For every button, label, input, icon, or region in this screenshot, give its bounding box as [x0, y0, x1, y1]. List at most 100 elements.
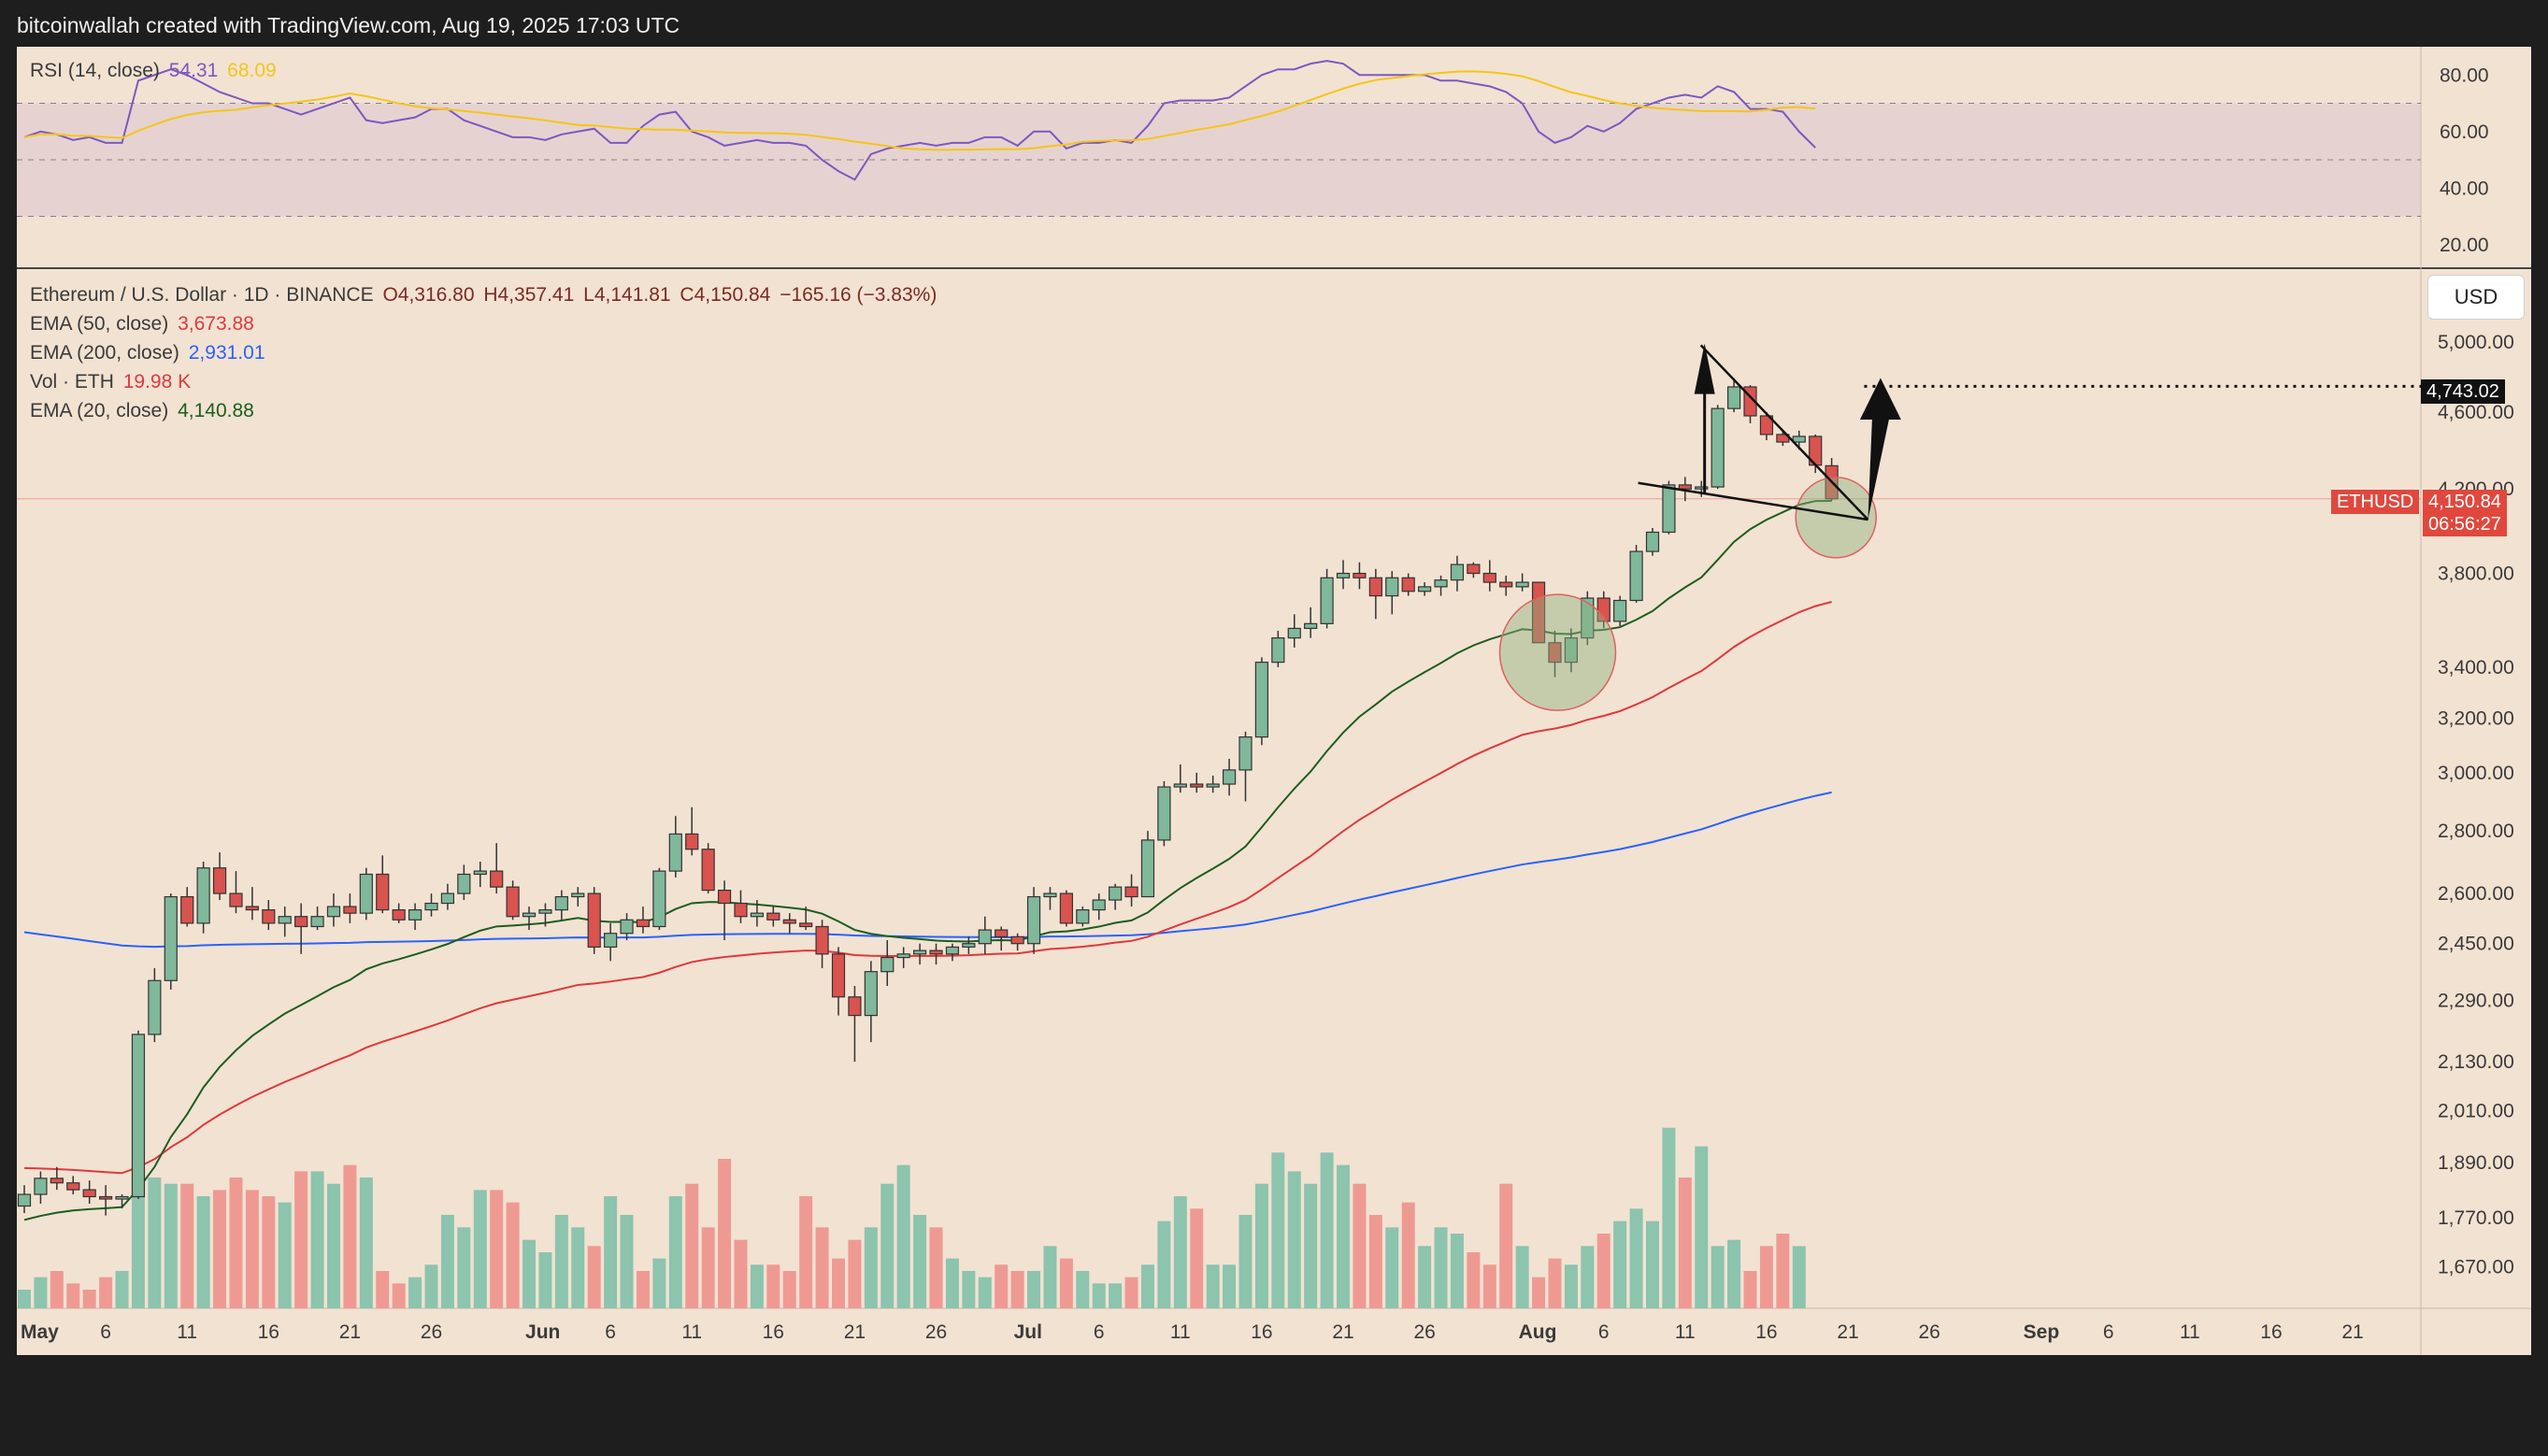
candle-body	[34, 1178, 48, 1195]
volume-bar	[1059, 1258, 1073, 1308]
volume-bar	[1613, 1220, 1627, 1308]
volume-bar	[1596, 1234, 1610, 1308]
candle-body	[717, 890, 732, 905]
candle-body	[880, 956, 895, 973]
candle-body	[1109, 886, 1123, 901]
volume-bar	[359, 1178, 373, 1308]
candle-body	[1206, 783, 1220, 788]
volume-bar	[294, 1171, 308, 1308]
candle-body	[815, 925, 829, 955]
candle-body	[1564, 637, 1579, 664]
currency-button[interactable]: USD	[2427, 275, 2525, 320]
candle-body	[831, 953, 846, 998]
volume-bar	[1776, 1234, 1790, 1308]
time-axis-label: 21	[2341, 1321, 2363, 1343]
indicator-value: 19.98 K	[122, 371, 192, 393]
time-axis-label: Jun	[525, 1321, 560, 1343]
candle-body	[1238, 736, 1253, 771]
candle-body	[180, 895, 194, 924]
candle-body	[1548, 642, 1562, 664]
candle-body	[424, 902, 438, 911]
candle-body	[782, 919, 796, 924]
time-axis-label: 11	[681, 1321, 702, 1343]
candle-body	[978, 929, 992, 945]
volume-bar	[620, 1215, 634, 1308]
indicator-ema20: EMA (20, close) 4,140.88	[30, 400, 254, 422]
candle-body	[864, 971, 878, 1017]
indicator-label: EMA (200, close)	[30, 342, 179, 364]
candle-body	[343, 906, 357, 914]
breakout-arrow	[1859, 378, 1901, 521]
candle-body	[1401, 577, 1415, 592]
volume-bar	[1157, 1220, 1171, 1308]
candle-body	[1759, 415, 1774, 435]
rsi-ma-line	[23, 70, 1816, 151]
volume-bar	[392, 1283, 406, 1308]
candle-body	[1499, 581, 1513, 588]
volume-bar	[1043, 1246, 1057, 1308]
candle-body	[995, 929, 1009, 937]
ema200-line	[23, 791, 1832, 949]
candle-body	[164, 895, 178, 981]
volume-bar	[929, 1227, 943, 1308]
volume-bar	[718, 1159, 732, 1308]
time-axis-label: 26	[421, 1321, 442, 1343]
time-axis-label: Aug	[1519, 1321, 1557, 1343]
rsi-axis-label: 40.00	[2440, 178, 2489, 199]
time-axis-label: 16	[1755, 1321, 1777, 1343]
support-zone-circle	[1795, 477, 1877, 559]
volume-bar	[1140, 1264, 1154, 1308]
rsi-axis-label: 60.00	[2440, 121, 2489, 143]
volume-bar	[1743, 1271, 1757, 1308]
candle-body	[359, 873, 373, 914]
candle-body	[1467, 564, 1481, 575]
volume-bar	[1368, 1215, 1382, 1308]
candle-body	[196, 867, 210, 924]
candle-body	[636, 919, 651, 928]
volume-bar	[1695, 1146, 1709, 1308]
time-axis-label: 6	[100, 1321, 111, 1343]
volume-bar	[815, 1227, 829, 1308]
flagpole-arrow-head	[1694, 343, 1715, 394]
volume-bar	[262, 1196, 276, 1308]
volume-bar	[1385, 1227, 1399, 1308]
time-axis-label: 16	[1251, 1321, 1272, 1343]
candle-body	[799, 922, 813, 928]
candle-body	[848, 996, 862, 1017]
volume-bar	[34, 1277, 48, 1308]
volume-bar	[848, 1239, 862, 1308]
candle-body	[1353, 572, 1367, 578]
volume-bar	[1711, 1246, 1725, 1308]
indicator-value: 4,140.88	[178, 400, 254, 421]
time-axis-label: May	[21, 1321, 59, 1343]
candle-body	[734, 902, 748, 918]
candle-body	[929, 949, 943, 955]
volume-bar	[995, 1264, 1009, 1308]
candle-body	[1450, 564, 1465, 581]
volume-bar	[978, 1277, 992, 1308]
time-axis-label: 11	[1170, 1321, 1191, 1343]
candle-body	[538, 909, 552, 914]
candle-body	[1076, 909, 1090, 924]
volume-bar	[1353, 1183, 1367, 1308]
volume-bar	[1678, 1178, 1692, 1308]
candle-body	[229, 892, 243, 907]
candle-body	[571, 892, 585, 898]
volume-bar	[50, 1271, 64, 1308]
candle-body	[1320, 577, 1334, 624]
candle-body	[620, 919, 634, 935]
candle-body	[652, 870, 666, 928]
candle-body	[554, 895, 568, 911]
candle-body	[1222, 769, 1237, 785]
indicator-label: Vol · ETH	[30, 371, 114, 393]
volume-bar	[1238, 1215, 1253, 1308]
time-axis-label: 11	[177, 1321, 197, 1343]
volume-bar	[1010, 1271, 1024, 1308]
candle-body	[1515, 581, 1529, 588]
candle-body	[473, 870, 487, 876]
candle-body	[212, 867, 227, 894]
candle-body	[701, 849, 715, 892]
rsi-value: 54.31	[168, 60, 219, 81]
volume-bar	[962, 1271, 976, 1308]
